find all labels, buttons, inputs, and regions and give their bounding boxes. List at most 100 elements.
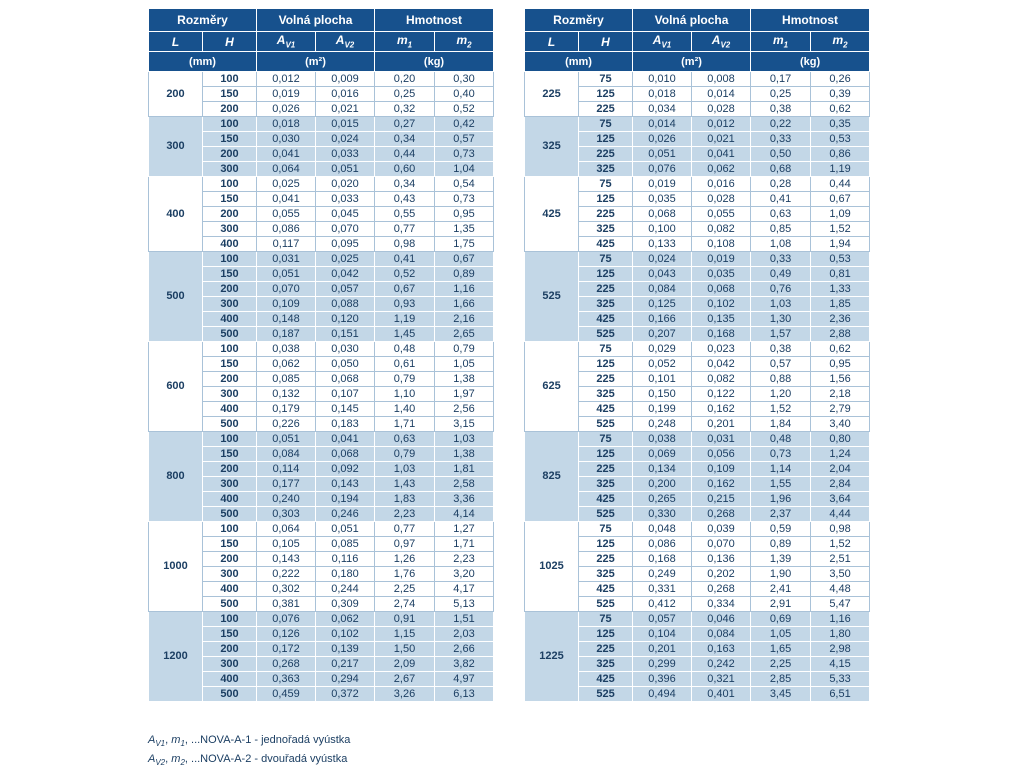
weight-m2-cell: 0,52 — [434, 101, 495, 117]
weight-m2-cell: 1,04 — [434, 161, 495, 177]
table-right: Rozměry Volná plocha Hmotnost L H AV1 AV… — [524, 8, 871, 702]
table-row: 1025 75 0,048 0,039 0,59 0,98 — [524, 521, 871, 612]
free-area-av1-cell: 0,052 — [632, 356, 693, 372]
table-row: 300 0,132 0,107 1,10 1,97 — [149, 386, 495, 402]
free-area-av1-cell: 0,200 — [632, 476, 693, 492]
weight-m1-cell: 2,41 — [750, 581, 812, 597]
dimension-h-cell: 225 — [578, 551, 634, 567]
free-area-av1-cell: 0,064 — [256, 161, 316, 177]
dimension-l-cell: 425 — [524, 176, 580, 252]
weight-m1-cell: 2,37 — [750, 506, 812, 522]
weight-m1-cell: 0,52 — [374, 266, 436, 282]
dimension-h-cell: 200 — [202, 206, 257, 222]
free-area-av2-cell: 0,215 — [691, 491, 752, 507]
table-right-body: 225 75 0,010 0,008 0,17 0,26 125 0,018 0,014 0,25… — [524, 71, 871, 702]
free-area-av1-cell: 0,268 — [256, 656, 316, 672]
dimension-h-cell: 200 — [202, 461, 257, 477]
table-row: 425 0,331 0,268 2,41 4,48 — [525, 581, 871, 597]
dimension-h-cell: 150 — [202, 356, 257, 372]
dimension-h-cell: 300 — [202, 386, 257, 402]
free-area-av2-cell: 0,023 — [691, 341, 752, 357]
weight-m1-cell: 1,50 — [374, 641, 436, 657]
free-area-av1-cell: 0,201 — [632, 641, 693, 657]
weight-m1-cell: 0,49 — [750, 266, 812, 282]
free-area-av1-cell: 0,302 — [256, 581, 316, 597]
free-area-av2-cell: 0,102 — [691, 296, 752, 312]
symbol-av1: A — [148, 734, 156, 746]
free-area-av2-cell: 0,122 — [691, 386, 752, 402]
free-area-av1-cell: 0,134 — [632, 461, 693, 477]
weight-m1-cell: 0,38 — [750, 341, 812, 357]
weight-m2-cell: 3,20 — [434, 566, 495, 582]
dimension-h-cell: 325 — [578, 386, 634, 402]
free-area-av1-cell: 0,100 — [632, 221, 693, 237]
weight-m2-cell: 0,73 — [434, 146, 495, 162]
free-area-av1-cell: 0,031 — [256, 251, 316, 267]
symbol-av1-sub: V1 — [661, 40, 672, 50]
table-row: 600 100 0,038 0,030 0,48 0,79 — [148, 341, 495, 432]
column-header-av2: AV2 — [314, 31, 376, 52]
table-row: 325 75 0,014 0,012 0,22 0,35 — [524, 116, 871, 177]
free-area-av2-cell: 0,028 — [691, 191, 752, 207]
symbol-av2-sub: V2 — [155, 758, 166, 768]
dimension-l-cell: 400 — [148, 176, 203, 252]
dimension-h-cell: 200 — [202, 281, 257, 297]
footnote-separator: , — [184, 753, 192, 765]
free-area-av1-cell: 0,226 — [256, 416, 316, 432]
weight-m1-cell: 0,34 — [374, 176, 436, 192]
symbol-av1-sub: V1 — [285, 40, 296, 50]
weight-m2-cell: 2,23 — [434, 551, 495, 567]
footnote-nova-a-2: AV2, m2, ...NOVA-A-2 - dvouřadá vyústka — [148, 750, 350, 768]
free-area-av1-cell: 0,299 — [632, 656, 693, 672]
free-area-av1-cell: 0,330 — [632, 506, 693, 522]
weight-m1-cell: 0,76 — [750, 281, 812, 297]
weight-m1-cell: 1,45 — [374, 326, 436, 342]
weight-m1-cell: 0,77 — [374, 521, 436, 537]
free-area-av1-cell: 0,029 — [632, 341, 693, 357]
unit-m2: (m²) — [632, 51, 752, 72]
free-area-av2-cell: 0,031 — [691, 431, 752, 447]
dimension-h-cell: 100 — [202, 116, 257, 132]
dimension-l-cell: 1200 — [148, 611, 203, 702]
weight-m2-cell: 0,80 — [810, 431, 871, 447]
weight-m1-cell: 0,22 — [750, 116, 812, 132]
symbol-m2: m — [832, 33, 844, 48]
weight-m2-cell: 0,54 — [434, 176, 495, 192]
dimension-h-cell: 525 — [578, 596, 634, 612]
free-area-av1-cell: 0,068 — [632, 206, 693, 222]
weight-m1-cell: 0,38 — [750, 101, 812, 117]
table-row: 425 0,133 0,108 1,08 1,94 — [525, 236, 871, 252]
weight-m1-cell: 0,25 — [750, 86, 812, 102]
free-area-av2-cell: 0,242 — [691, 656, 752, 672]
weight-m2-cell: 1,52 — [810, 536, 871, 552]
weight-m1-cell: 0,69 — [750, 611, 812, 627]
table-row: 400 0,240 0,194 1,83 3,36 — [149, 491, 495, 507]
weight-m2-cell: 1,09 — [810, 206, 871, 222]
table-row: 400 100 0,025 0,020 0,34 0,54 — [148, 176, 495, 252]
table-row: 225 0,051 0,041 0,50 0,86 — [525, 146, 871, 162]
weight-m1-cell: 2,09 — [374, 656, 436, 672]
free-area-av1-cell: 0,024 — [632, 251, 693, 267]
free-area-av2-cell: 0,068 — [691, 281, 752, 297]
dimension-h-cell: 325 — [578, 476, 634, 492]
free-area-av2-cell: 0,015 — [314, 116, 376, 132]
dimension-h-cell: 225 — [578, 146, 634, 162]
weight-m2-cell: 0,79 — [434, 341, 495, 357]
weight-m2-cell: 0,98 — [810, 521, 871, 537]
table-row: 525 75 0,024 0,019 0,33 0,53 — [524, 251, 871, 342]
free-area-av2-cell: 0,163 — [691, 641, 752, 657]
weight-m1-cell: 0,91 — [374, 611, 436, 627]
dimension-l-cell: 625 — [524, 341, 580, 432]
free-area-av1-cell: 0,085 — [256, 371, 316, 387]
table-row: 200 0,114 0,092 1,03 1,81 — [149, 461, 495, 477]
free-area-av1-cell: 0,363 — [256, 671, 316, 687]
weight-m1-cell: 1,14 — [750, 461, 812, 477]
free-area-av1-cell: 0,412 — [632, 596, 693, 612]
free-area-av2-cell: 0,088 — [314, 296, 376, 312]
header-group-free-area: Volná plocha — [255, 8, 376, 32]
symbol-m2: m — [171, 753, 181, 765]
weight-m1-cell: 0,85 — [750, 221, 812, 237]
free-area-av1-cell: 0,179 — [256, 401, 316, 417]
weight-m2-cell: 4,97 — [434, 671, 495, 687]
column-header-l: L — [524, 31, 580, 52]
